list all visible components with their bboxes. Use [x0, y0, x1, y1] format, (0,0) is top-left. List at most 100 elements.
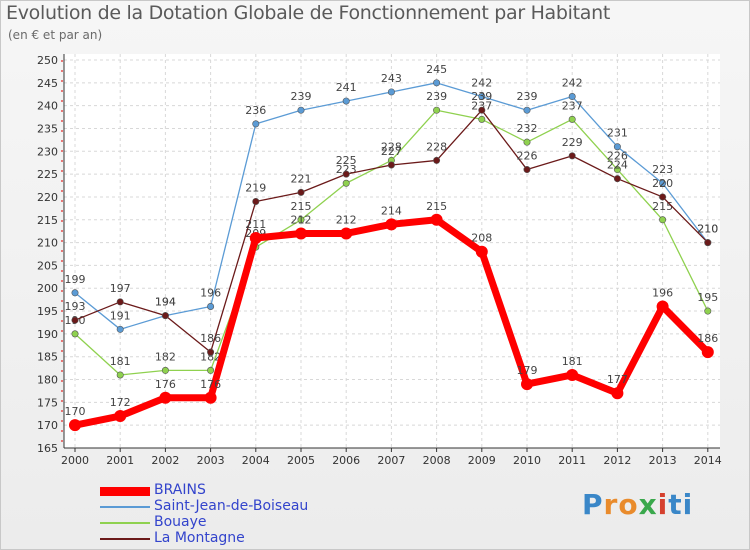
data-label: 221	[291, 172, 312, 185]
legend-swatch-saint-jean	[100, 506, 150, 508]
y-tick-label: 230	[37, 145, 58, 158]
data-point	[659, 193, 667, 201]
proxiti-logo: Proxiti	[582, 488, 694, 521]
y-tick-label: 205	[37, 259, 58, 272]
data-label: 170	[65, 405, 86, 418]
data-point	[613, 175, 621, 183]
data-label: 210	[697, 223, 718, 236]
data-point	[71, 289, 79, 297]
data-point	[611, 387, 624, 400]
line-chart: 165 170 175 180 185 190 195 200 205 210 215 220 225 2…	[37, 54, 722, 467]
data-point	[161, 366, 169, 374]
data-point	[568, 152, 576, 160]
y-tick-label: 175	[37, 396, 58, 409]
data-label: 197	[110, 282, 131, 295]
y-tick-label: 180	[37, 374, 58, 387]
data-label: 186	[200, 332, 221, 345]
data-label: 196	[200, 286, 221, 299]
data-point	[342, 179, 350, 187]
data-label: 208	[471, 232, 492, 245]
data-label: 181	[110, 355, 131, 368]
data-label: 226	[517, 150, 538, 163]
data-point	[207, 366, 215, 374]
data-point	[566, 368, 579, 381]
x-tick-label: 2013	[649, 454, 677, 467]
data-point	[613, 166, 621, 174]
data-point	[116, 325, 124, 333]
x-tick-label: 2005	[287, 454, 315, 467]
data-label: 212	[291, 213, 312, 226]
x-tick-label: 2004	[242, 454, 270, 467]
data-label: 179	[517, 364, 538, 377]
y-tick-label: 225	[37, 168, 58, 181]
data-point	[704, 239, 712, 247]
data-label: 239	[471, 90, 492, 103]
y-tick-label: 185	[37, 351, 58, 364]
data-label: 211	[245, 218, 266, 231]
data-label: 242	[471, 77, 492, 90]
data-label: 228	[381, 140, 402, 153]
x-tick-label: 2001	[106, 454, 134, 467]
x-tick-label: 2003	[197, 454, 225, 467]
data-point	[340, 227, 353, 240]
data-point	[387, 88, 395, 96]
data-label: 177	[607, 373, 628, 386]
data-label: 241	[336, 81, 357, 94]
data-label: 242	[562, 77, 583, 90]
data-point	[342, 97, 350, 105]
data-point	[523, 166, 531, 174]
legend-label-bouaye: Bouaye	[154, 514, 207, 530]
data-point	[478, 93, 486, 101]
data-label: 220	[652, 177, 673, 190]
data-point	[568, 93, 576, 101]
data-label: 194	[155, 296, 176, 309]
data-point	[297, 188, 305, 196]
y-tick-label: 240	[37, 100, 58, 113]
y-tick-label: 195	[37, 305, 58, 318]
data-point	[207, 302, 215, 310]
y-tick-label: 190	[37, 328, 58, 341]
data-label: 215	[652, 200, 673, 213]
data-point	[568, 115, 576, 123]
data-point	[521, 378, 533, 391]
legend-label-saint-jean: Saint-Jean-de-Boiseau	[154, 498, 309, 514]
data-label: 199	[65, 273, 86, 286]
x-tick-label: 2002	[151, 454, 179, 467]
data-label: 186	[697, 332, 718, 345]
data-label: 182	[200, 350, 221, 363]
data-label: 215	[291, 200, 312, 213]
data-point	[385, 218, 398, 231]
y-tick-label: 250	[37, 54, 58, 67]
data-point	[656, 300, 669, 313]
data-point	[433, 106, 441, 114]
x-tick-label: 2009	[468, 454, 496, 467]
data-label: 236	[245, 104, 266, 117]
data-label: 223	[652, 163, 673, 176]
data-point	[701, 346, 714, 359]
data-label: 228	[426, 140, 447, 153]
data-label: 237	[562, 99, 583, 112]
data-point	[523, 138, 531, 146]
y-tick-label: 235	[37, 122, 58, 135]
y-tick-label: 200	[37, 282, 58, 295]
y-tick-label: 165	[37, 442, 58, 455]
data-point	[252, 198, 260, 206]
data-label: 224	[607, 159, 628, 172]
x-tick-label: 2012	[603, 454, 631, 467]
data-point	[297, 106, 305, 114]
legend-label-la-montagne: La Montagne	[154, 530, 245, 546]
data-point	[659, 216, 667, 224]
data-point	[478, 115, 486, 123]
data-point	[71, 316, 79, 324]
data-point	[478, 106, 486, 114]
data-point	[114, 410, 127, 423]
data-point	[204, 391, 217, 404]
x-tick-label: 2000	[61, 454, 89, 467]
data-label: 181	[562, 355, 583, 368]
y-tick-label: 170	[37, 419, 58, 432]
data-label: 239	[426, 90, 447, 103]
data-point	[297, 216, 305, 224]
data-point	[249, 232, 262, 245]
data-label: 193	[65, 300, 86, 313]
data-point	[475, 245, 488, 258]
